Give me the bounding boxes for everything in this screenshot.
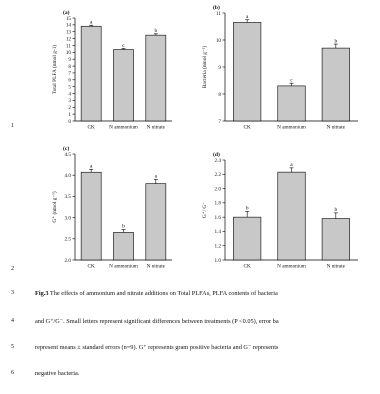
panel-1-y-tick-label-15: 15 [66, 16, 72, 22]
caption-figure-label: Fig.3 [35, 290, 49, 297]
line-number-3: 3 [11, 290, 14, 296]
panel-4-category-label-1: N ammonium [277, 264, 306, 270]
caption-text-4: negative bacteria. [35, 370, 80, 377]
panel-1-significance-letter-0: a [90, 19, 93, 25]
panel-2-significance-letter-1: c [290, 77, 293, 83]
panel-1-y-tick-label-8: 8 [68, 64, 71, 70]
panel-2-bar-2 [321, 47, 350, 122]
panel-2-y-tick-label-4: 11 [216, 11, 221, 17]
panel-4-category-label-0: CK [244, 264, 251, 270]
panel-1-y-tick-label-14: 14 [66, 23, 72, 29]
panel-2-significance-letter-2: b [334, 38, 337, 44]
panel-1-y-tick-label-12: 12 [66, 36, 72, 42]
panel-1-significance-letter-2: b [154, 28, 157, 34]
panel-3-y-tick-label-0: 2.0 [65, 258, 72, 264]
line-number-4: 4 [11, 318, 14, 324]
panel-3-y-tick-label-4: 4.0 [65, 173, 72, 179]
line-number-1: 1 [11, 123, 14, 129]
panel-2-y-axis-label: Bacteria (nmol g⁻¹) [201, 46, 208, 89]
panel-2-panel-label: (b) [213, 4, 220, 11]
panel-1-category-label-2: N nitrate [147, 125, 166, 131]
panel-2-bar-1 [277, 85, 306, 122]
panel-1-category-label-0: CK [88, 125, 95, 131]
panel-3-y-tick-label-3: 3.5 [65, 194, 72, 200]
panel-3-category-label-0: CK [88, 264, 95, 270]
caption-line-3: represent means ± standard errors (n=9).… [35, 344, 278, 351]
panel-1-y-tick-label-9: 9 [68, 57, 71, 63]
panel-1-y-tick-label-6: 6 [68, 78, 71, 84]
panel-4-y-tick-label-2: 1.4 [215, 229, 222, 235]
panel-3-y-axis-label: G⁺ (nmol g⁻¹) [51, 191, 58, 222]
panel-2-y-tick-label-0: 7 [218, 119, 221, 125]
panel-3-bar-2 [145, 183, 167, 261]
panel-4-bar-0 [233, 216, 262, 261]
panel-2-category-label-1: N ammonium [277, 125, 306, 131]
panel-1-panel-label: (a) [63, 9, 70, 16]
caption-line-2: and G⁺/G⁻. Small letters represent signi… [35, 318, 279, 325]
panel-1-y-axis-label: Total PLFA (nmol g-1) [51, 45, 58, 95]
caption-text-3: represent means ± standard errors (n=9).… [35, 344, 279, 351]
panel-1-y-tick-label-11: 11 [66, 43, 71, 49]
line-number-5: 5 [11, 344, 14, 350]
panel-1-y-tick-label-1: 1 [68, 112, 71, 118]
panel-4-panel-label: (d) [213, 151, 220, 158]
panel-1-significance-letter-1: c [122, 43, 125, 49]
panel-2-y-tick-label-2: 9 [218, 65, 221, 71]
panel-3-y-tick-label-2: 3.0 [65, 215, 72, 221]
panel-1-category-label-1: N ammonium [109, 125, 138, 131]
caption-line-4: negative bacteria. [35, 370, 79, 377]
panel-3-significance-letter-2: a [155, 174, 158, 180]
panel-2-bar-0 [233, 22, 262, 122]
panel-4-bar-1 [277, 171, 306, 261]
panel-3-significance-letter-0: a [90, 163, 93, 169]
panel-3-category-label-2: N nitrate [147, 264, 166, 270]
panel-3-bar-0 [80, 171, 102, 261]
panel-3-bar-1 [113, 232, 134, 261]
panel-3-significance-letter-1: b [122, 224, 125, 230]
panel-2-y-tick-label-1: 8 [218, 92, 221, 98]
panel-1-y-tick-label-7: 7 [68, 71, 71, 77]
panel-4-category-label-2: N nitrate [327, 264, 346, 270]
panel-4-y-tick-label-4: 1.8 [215, 201, 222, 207]
panel-1-bar-2 [145, 34, 167, 122]
panel-1-y-tick-label-2: 2 [68, 105, 71, 111]
panel-3-y-tick-label-1: 2.5 [65, 237, 72, 243]
panel-1-y-tick-label-0: 0 [68, 119, 71, 125]
panel-1-bar-1 [113, 49, 134, 122]
panel-4-bar-2 [321, 218, 350, 261]
panel-2-category-label-0: CK [244, 125, 251, 131]
panel-4-significance-letter-2: b [334, 207, 337, 213]
panel-4-y-tick-label-0: 1.0 [215, 258, 222, 264]
panel-3-y-tick-label-5: 4.5 [65, 152, 72, 158]
panel-1-y-tick-label-3: 3 [68, 98, 71, 104]
caption-text-2: and G⁺/G⁻. Small letters represent signi… [35, 318, 279, 325]
panel-2-category-label-2: N nitrate [327, 125, 346, 131]
panel-1-y-tick-label-5: 5 [68, 84, 71, 90]
caption-text-1: The effects of ammonium and nitrate addi… [48, 290, 278, 297]
panel-4-y-axis-label: G⁺/ G⁻ [201, 202, 208, 218]
panel-3-panel-label: (c) [63, 145, 69, 152]
panel-4-y-tick-label-5: 2.0 [215, 186, 222, 192]
panel-2-significance-letter-0: a [246, 14, 249, 20]
line-number-6: 6 [11, 370, 14, 376]
panel-4-y-tick-label-1: 1.2 [215, 244, 222, 250]
caption-line-1: Fig.3 The effects of ammonium and nitrat… [35, 290, 278, 297]
panel-1-y-tick-label-4: 4 [68, 91, 71, 97]
panel-4-significance-letter-0: b [246, 206, 249, 212]
panel-1-bar-0 [80, 25, 102, 122]
panel-1-y-tick-label-13: 13 [66, 30, 72, 36]
panel-2-y-tick-label-3: 10 [216, 38, 222, 44]
panel-1-y-tick-label-10: 10 [66, 50, 72, 56]
panel-4-significance-letter-1: a [290, 162, 293, 168]
panel-4-y-tick-label-6: 2.2 [215, 172, 222, 178]
panel-3-category-label-1: N ammonium [109, 264, 138, 270]
panel-4-y-tick-label-7: 2.4 [215, 158, 222, 164]
panel-4-y-tick-label-3: 1.6 [215, 215, 222, 221]
line-number-2: 2 [11, 266, 14, 272]
